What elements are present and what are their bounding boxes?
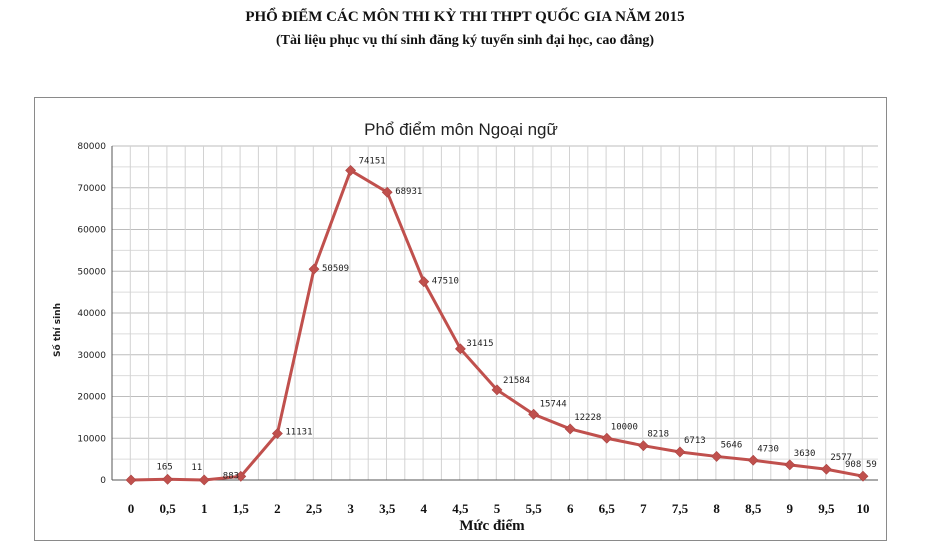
data-point <box>564 423 576 435</box>
data-point <box>784 459 796 471</box>
x-tick-label: 7 <box>640 501 647 516</box>
data-point <box>637 440 649 452</box>
gridlines <box>111 145 878 481</box>
page-subtitle: (Tài liệu phục vụ thí sinh đăng ký tuyển… <box>275 33 655 48</box>
data-label: 4730 <box>757 444 779 454</box>
data-point <box>711 451 723 462</box>
y-tick-label: 80000 <box>77 142 106 152</box>
y-tick-label: 20000 <box>77 393 106 403</box>
data-label: 21584 <box>503 376 530 386</box>
x-tick-label: 0 <box>128 501 135 516</box>
x-tick-label: 5 <box>494 501 501 516</box>
data-label: 11 <box>191 463 202 473</box>
tick-labels: 0 10000 20000 30000 40000 50000 60000 70000 8000… <box>77 142 869 516</box>
x-tick-label: 2 <box>274 501 281 516</box>
y-tick-label: 60000 <box>77 226 106 236</box>
data-label: 11131 <box>285 428 312 438</box>
y-tick-label: 10000 <box>77 434 106 444</box>
x-tick-label: 7,5 <box>672 501 689 516</box>
data-label-extra: 59 <box>866 460 877 470</box>
y-tick-label: 70000 <box>77 184 106 194</box>
data-label: 47510 <box>432 277 459 287</box>
data-point <box>308 263 320 275</box>
data-label: 50509 <box>322 264 349 274</box>
data-point <box>418 276 430 288</box>
data-point <box>820 463 832 475</box>
data-label: 3630 <box>794 449 816 459</box>
y-tick-label: 0 <box>100 476 106 486</box>
data-point <box>235 470 247 482</box>
data-point <box>454 343 466 355</box>
page-title: PHỔ ĐIỂM CÁC MÔN THI KỲ THI THPT QUỐC GI… <box>245 9 685 25</box>
data-label: 8218 <box>647 430 669 440</box>
x-tick-label: 8,5 <box>745 501 762 516</box>
data-label: 10000 <box>611 422 638 432</box>
data-label: 68931 <box>395 187 422 197</box>
chart-title: Phổ điểm môn Ngoại ngữ <box>364 120 558 139</box>
data-label: 15744 <box>540 399 567 409</box>
data-label: 908 <box>845 460 861 470</box>
data-point <box>125 474 137 486</box>
x-tick-label: 4,5 <box>452 501 469 516</box>
data-point <box>198 474 210 486</box>
data-label: 6713 <box>684 436 706 446</box>
x-tick-label: 5,5 <box>525 501 542 516</box>
x-tick-label: 6,5 <box>599 501 616 516</box>
x-tick-label: 3 <box>347 501 354 516</box>
x-tick-label: 2,5 <box>306 501 323 516</box>
x-tick-label: 0,5 <box>159 501 176 516</box>
data-point <box>857 470 869 482</box>
x-tick-label: 4 <box>421 501 428 516</box>
data-labels: 165 11 883 11131 50509 74151 68931 47510 31415 21… <box>156 156 876 481</box>
data-point <box>528 408 540 420</box>
data-point <box>674 446 686 458</box>
y-tick-label: 40000 <box>77 309 106 319</box>
x-tick-label: 3,5 <box>379 501 396 516</box>
data-point <box>162 473 174 485</box>
series-polyline <box>130 168 864 482</box>
data-points <box>125 164 869 486</box>
data-label: 12228 <box>574 413 601 423</box>
y-tick-label: 30000 <box>77 351 106 361</box>
x-tick-label: 1 <box>201 501 208 516</box>
data-point <box>381 186 393 198</box>
y-tick-label: 50000 <box>77 267 106 277</box>
data-point <box>601 432 613 444</box>
data-label: 165 <box>156 462 172 472</box>
data-label: 2577 <box>830 453 852 463</box>
series-line <box>130 168 864 482</box>
x-tick-label: 1,5 <box>233 501 250 516</box>
x-tick-label: 9 <box>787 501 794 516</box>
x-tick-label: 6 <box>567 501 574 516</box>
data-label: 5646 <box>721 440 743 450</box>
data-point <box>271 428 283 439</box>
data-label: 74151 <box>359 156 386 166</box>
data-point <box>747 454 759 466</box>
x-tick-label: 9,5 <box>818 501 835 516</box>
data-label: 883 <box>223 471 239 481</box>
data-label: 31415 <box>466 339 493 349</box>
x-tick-label: 8 <box>713 501 720 516</box>
y-axis-label: Số thí sinh <box>52 303 63 357</box>
chart-frame <box>34 97 887 541</box>
x-tick-label: 10 <box>857 501 870 516</box>
data-point <box>345 164 357 176</box>
x-axis-label: Mức điểm <box>459 518 525 534</box>
data-point <box>491 384 503 396</box>
